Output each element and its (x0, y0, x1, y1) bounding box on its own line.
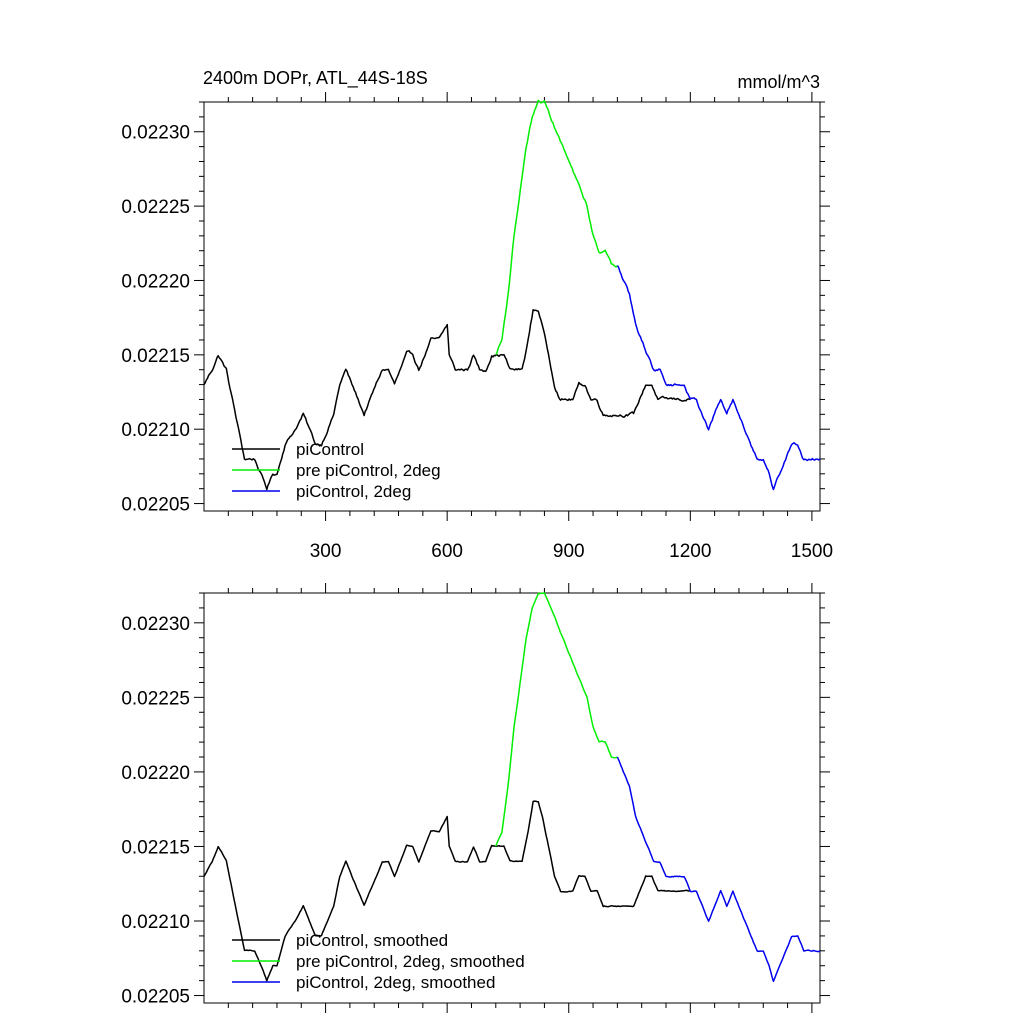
x-tick-label: 600 (431, 541, 463, 562)
chart-title: 2400m DOPr, ATL_44S-18S (203, 68, 428, 89)
y-tick-label: 0.02230 (121, 123, 190, 144)
series-line-picontrol (203, 309, 691, 491)
bottom-panel: 0.02205 0.02210 0.02215 0.02220 0.02225 0.022… (121, 583, 830, 1013)
plot-frame (203, 101, 821, 512)
axis-ticks (194, 92, 830, 521)
y-tick-label: 0.02220 (121, 271, 190, 292)
legend-label: piControl, smoothed (296, 931, 448, 950)
y-tick-label: 0.02215 (121, 837, 190, 858)
plot-frame (203, 592, 821, 1004)
series-line-picontrol-2deg-smoothed (616, 756, 821, 983)
x-tick-label: 300 (310, 541, 342, 562)
y-tick-label: 0.02210 (121, 912, 190, 933)
y-tick-label: 0.02210 (121, 420, 190, 441)
y-tick-label: 0.02225 (121, 197, 190, 218)
y-tick-label: 0.02205 (121, 495, 190, 516)
series-line-pre-picontrol-2deg (495, 99, 618, 356)
y-tick-label: 0.02220 (121, 763, 190, 784)
y-tick-label: 0.02205 (121, 987, 190, 1008)
axis-ticks (194, 583, 830, 1013)
units-label: mmol/m^3 (738, 72, 820, 92)
legend-label: pre piControl, 2deg (296, 461, 441, 480)
x-tick-label: 1200 (669, 541, 711, 562)
x-tick-label: 900 (553, 541, 585, 562)
y-tick-label: 0.02230 (121, 614, 190, 635)
legend-label: piControl (296, 440, 364, 459)
legend-label: piControl, 2deg, smoothed (296, 973, 495, 992)
top-panel: 0.02205 0.02210 0.02215 0.02220 0.02225 0.022… (121, 92, 833, 562)
y-tick-label: 0.02215 (121, 346, 190, 367)
legend: piControl pre piControl, 2deg piControl, 2… (232, 440, 441, 501)
y-tick-label: 0.02225 (121, 688, 190, 709)
legend-label: piControl, 2deg (296, 482, 411, 501)
series-line-pre-picontrol-2deg-smoothed (495, 592, 618, 847)
legend-label: pre piControl, 2deg, smoothed (296, 952, 525, 971)
legend: piControl, smoothed pre piControl, 2deg, … (232, 931, 525, 992)
x-tick-label: 1500 (791, 541, 833, 562)
series-line-picontrol-smoothed (203, 800, 691, 982)
series-line-picontrol-2deg (616, 265, 821, 491)
